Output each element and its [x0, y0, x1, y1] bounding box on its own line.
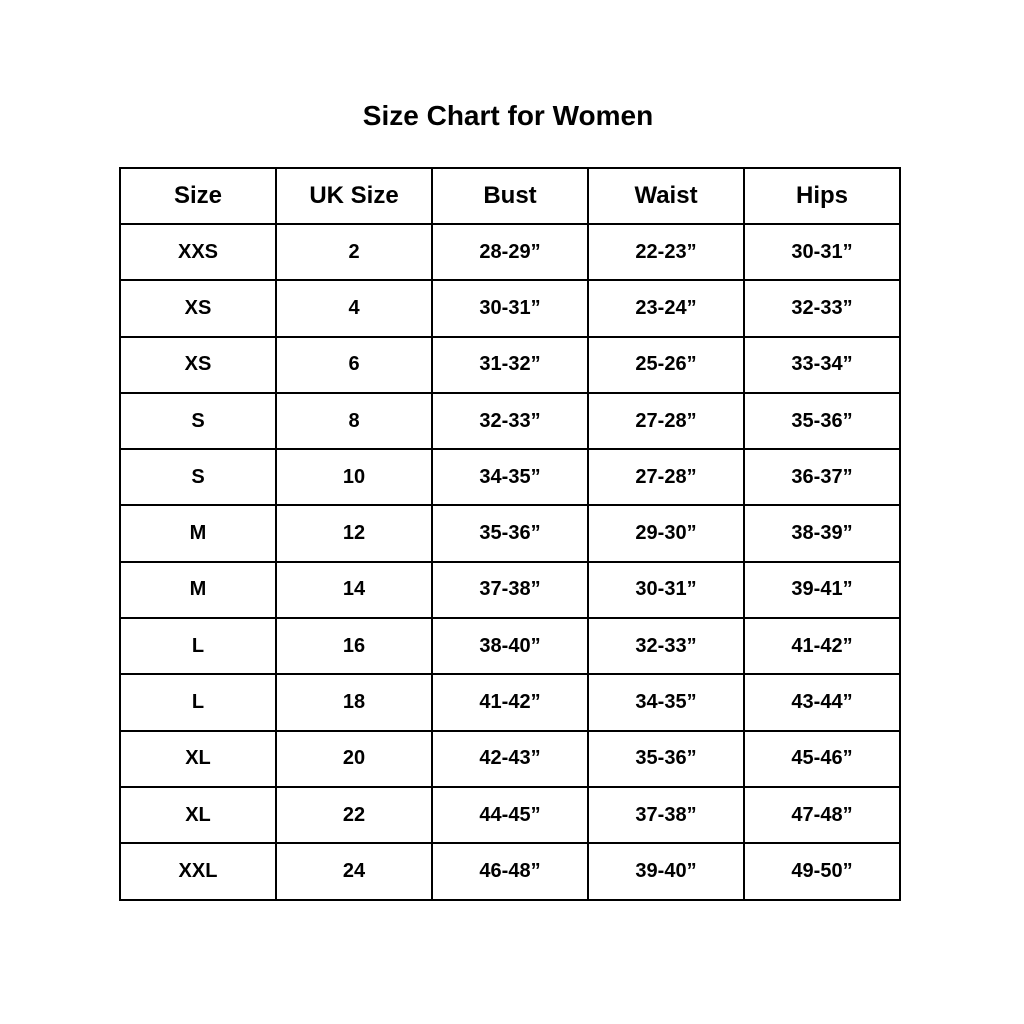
- table-cell: XXL: [119, 842, 277, 901]
- table-cell: 30-31”: [431, 279, 589, 338]
- table-row: M 12 35-36” 29-30” 38-39”: [119, 504, 901, 563]
- table-cell: 35-36”: [587, 729, 745, 788]
- size-chart-table: Size UK Size Bust Waist Hips XXS 2 28-29” 22-23…: [119, 167, 901, 901]
- table-cell: 33-34”: [743, 335, 901, 394]
- header-row: Size UK Size Bust Waist Hips: [119, 167, 901, 225]
- table-cell: 10: [275, 448, 433, 507]
- table-cell: 6: [275, 335, 433, 394]
- table-cell: 22-23”: [587, 222, 745, 282]
- table-cell: 46-48”: [431, 842, 589, 901]
- table-cell: 34-35”: [587, 673, 745, 732]
- table-cell: S: [119, 448, 277, 507]
- table-cell: XS: [119, 335, 277, 394]
- table-cell: 39-41”: [743, 560, 901, 620]
- column-header: UK Size: [275, 167, 433, 225]
- table-cell: L: [119, 673, 277, 732]
- table-cell: 34-35”: [431, 448, 589, 507]
- table-cell: XL: [119, 729, 277, 788]
- table-cell: 35-36”: [743, 391, 901, 451]
- table-row: XL 22 44-45” 37-38” 47-48”: [119, 785, 901, 845]
- table-row: XS 4 30-31” 23-24” 32-33”: [119, 279, 901, 338]
- table-cell: 29-30”: [587, 504, 745, 563]
- column-header: Hips: [743, 167, 901, 225]
- table-cell: 23-24”: [587, 279, 745, 338]
- table-row: S 10 34-35” 27-28” 36-37”: [119, 448, 901, 507]
- table-row: XL 20 42-43” 35-36” 45-46”: [119, 729, 901, 788]
- table-row: XS 6 31-32” 25-26” 33-34”: [119, 335, 901, 394]
- table-cell: 16: [275, 617, 433, 676]
- table-cell: 32-33”: [743, 279, 901, 338]
- table-cell: M: [119, 560, 277, 620]
- table-cell: 25-26”: [587, 335, 745, 394]
- table-cell: 4: [275, 279, 433, 338]
- table-cell: 32-33”: [587, 617, 745, 676]
- table-cell: XS: [119, 279, 277, 338]
- table-cell: 41-42”: [743, 617, 901, 676]
- page-title: Size Chart for Women: [362, 100, 654, 131]
- table-cell: 49-50”: [743, 842, 901, 901]
- table-cell: 38-40”: [431, 617, 589, 676]
- table-cell: S: [119, 391, 277, 451]
- table-cell: M: [119, 504, 277, 563]
- table-cell: 27-28”: [587, 391, 745, 451]
- table-cell: 20: [275, 729, 433, 788]
- table-row: L 18 41-42” 34-35” 43-44”: [119, 673, 901, 732]
- table-cell: 22: [275, 785, 433, 845]
- column-header: Bust: [431, 167, 589, 225]
- table-cell: 47-48”: [743, 785, 901, 845]
- table-cell: 45-46”: [743, 729, 901, 788]
- table-cell: 8: [275, 391, 433, 451]
- table-cell: 30-31”: [587, 560, 745, 620]
- table-cell: 12: [275, 504, 433, 563]
- table-cell: 28-29”: [431, 222, 589, 282]
- table-cell: 41-42”: [431, 673, 589, 732]
- table-cell: 43-44”: [743, 673, 901, 732]
- column-header: Size: [119, 167, 277, 225]
- table-cell: XXS: [119, 222, 277, 282]
- table-row: XXL 24 46-48” 39-40” 49-50”: [119, 842, 901, 901]
- table-cell: 2: [275, 222, 433, 282]
- table-cell: L: [119, 617, 277, 676]
- column-header: Waist: [587, 167, 745, 225]
- table-cell: 31-32”: [431, 335, 589, 394]
- table-row: S 8 32-33” 27-28” 35-36”: [119, 391, 901, 451]
- table-cell: 42-43”: [431, 729, 589, 788]
- table-cell: XL: [119, 785, 277, 845]
- table-row: L 16 38-40” 32-33” 41-42”: [119, 617, 901, 676]
- table-cell: 37-38”: [587, 785, 745, 845]
- table-cell: 18: [275, 673, 433, 732]
- table-cell: 39-40”: [587, 842, 745, 901]
- table-cell: 14: [275, 560, 433, 620]
- table-cell: 30-31”: [743, 222, 901, 282]
- table-cell: 24: [275, 842, 433, 901]
- table-cell: 38-39”: [743, 504, 901, 563]
- table-row: M 14 37-38” 30-31” 39-41”: [119, 560, 901, 620]
- table-row: XXS 2 28-29” 22-23” 30-31”: [119, 222, 901, 282]
- table-cell: 32-33”: [431, 391, 589, 451]
- table-cell: 36-37”: [743, 448, 901, 507]
- table-cell: 37-38”: [431, 560, 589, 620]
- table-cell: 35-36”: [431, 504, 589, 563]
- table-cell: 27-28”: [587, 448, 745, 507]
- table-cell: 44-45”: [431, 785, 589, 845]
